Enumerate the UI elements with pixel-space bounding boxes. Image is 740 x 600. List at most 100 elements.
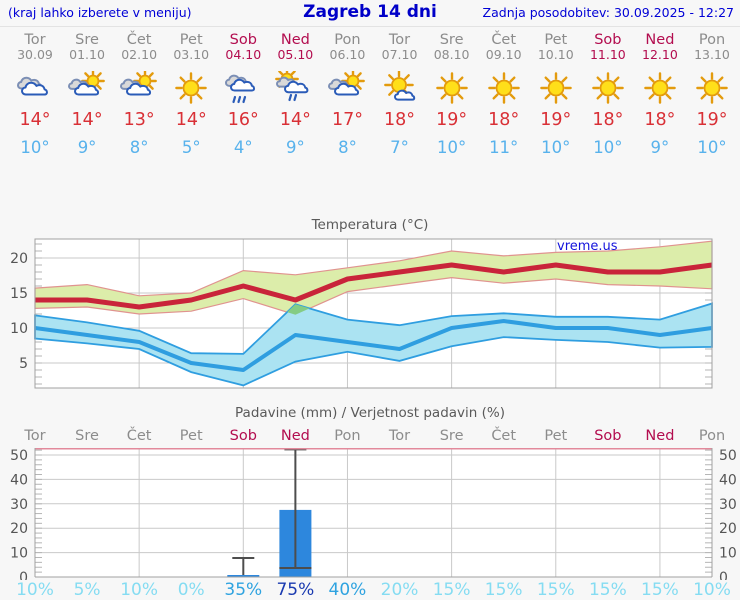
weather-icon-sunny (633, 71, 686, 107)
svg-text:5: 5 (19, 356, 28, 372)
watermark-link[interactable]: vreme.us (557, 239, 618, 254)
svg-text:20: 20 (10, 521, 28, 537)
weather-icon-sunny (477, 71, 530, 107)
svg-text:0: 0 (19, 570, 28, 580)
day-name-label: Ned (280, 32, 310, 48)
day-date-label: 06.10 (329, 47, 366, 62)
precip-day-label: Sob (594, 428, 622, 444)
min-temperature-label: 10° (593, 138, 623, 157)
precip-probability-label: 35% (224, 580, 263, 600)
day-column: Sob 04.10 16° 4° (217, 32, 270, 157)
svg-text:15: 15 (10, 286, 28, 302)
precip-day-label: Pet (544, 428, 568, 444)
svg-text:40: 40 (10, 472, 28, 488)
weather-icon-sunny (425, 71, 478, 107)
day-column: Čet 09.10 18° 11° (477, 32, 530, 157)
weather-icon-sunny (529, 71, 582, 107)
day-name-label: Čet (126, 32, 152, 48)
day-name-label: Sre (75, 32, 99, 48)
precip-probability-label: 15% (484, 580, 523, 600)
weather-icon-cloudy (9, 71, 62, 107)
min-temperature-label: 8° (338, 138, 357, 157)
precip-day-label: Tor (388, 428, 411, 444)
max-temperature-label: 14° (19, 110, 51, 130)
weather-icon-mostly-sunny (373, 70, 426, 107)
day-column: Ned 05.10 14° 9° (269, 32, 322, 157)
page-title: Zagreb 14 dni (303, 2, 437, 22)
min-temperature-label: 8° (129, 138, 149, 157)
day-column: Pet 03.10 14° 5° (165, 32, 218, 157)
day-column: Ned 12.10 18° 9° (633, 32, 686, 157)
weather-icon-sun-rain (269, 67, 322, 107)
precip-day-label: Sre (439, 428, 464, 444)
precip-day-label: Pon (698, 428, 726, 444)
min-temperature-label: 11° (489, 138, 519, 157)
weather-icon-partly-cloudy (61, 69, 114, 107)
day-date-label: 05.10 (277, 47, 314, 62)
min-temperature-label: 4° (233, 138, 253, 157)
day-column: Čet 02.10 13° 8° (113, 32, 166, 157)
svg-text:0: 0 (719, 570, 728, 580)
day-date-label: 11.10 (589, 47, 626, 62)
precip-probability-label: 15% (641, 580, 679, 600)
day-date-label: 01.10 (69, 47, 105, 62)
min-temperature-label: 9° (77, 138, 97, 157)
weather-icon-sunny (581, 71, 634, 107)
max-temperature-label: 14° (175, 110, 207, 130)
precip-probability-label: 10% (693, 580, 731, 600)
day-column: Tor 07.10 18° 7° (373, 32, 426, 157)
weather-icon-partly-cloudy (321, 69, 374, 107)
day-column: Pet 10.10 19° 10° (529, 32, 582, 157)
day-name-label: Čet (491, 32, 517, 48)
precip-day-label: Tor (24, 428, 46, 444)
day-name-label: Sob (594, 32, 622, 48)
day-name-label: Ned (645, 32, 675, 48)
precip-probability-label: 20% (380, 580, 419, 600)
precip-probability-label: 15% (588, 580, 627, 600)
max-temperature-label: 19° (436, 110, 468, 130)
precipitation-chart-title: Padavine (mm) / Verjetnost padavin (%) (235, 405, 505, 421)
day-column: Pon 13.10 19° 10° (686, 32, 739, 157)
day-date-label: 10.10 (537, 47, 574, 62)
weather-icon-sunny (165, 71, 218, 107)
temperature-chart-title: Temperatura (°C) (311, 217, 429, 233)
min-temperature-label: 9° (650, 138, 670, 157)
max-temperature-label: 16° (227, 110, 259, 130)
min-temperature-label: 7° (390, 138, 409, 157)
day-name-label: Pon (334, 32, 361, 48)
band-overlap-region (287, 304, 310, 315)
min-temperature-label: 10° (436, 138, 467, 157)
day-name-label: Tor (388, 32, 411, 48)
svg-text:50: 50 (10, 448, 28, 464)
max-temperature-label: 17° (331, 110, 363, 130)
last-update-label: Zadnja posodobitev: 30.09.2025 - 12:27 (482, 5, 734, 20)
precip-day-label: Ned (645, 428, 675, 444)
min-temperature-label: 5° (181, 138, 201, 157)
max-temperature-label: 18° (488, 110, 520, 130)
max-temperature-label: 19° (696, 110, 728, 130)
weather-icon-rain (217, 71, 270, 107)
temperature-chart: 5 10 15 20 (0, 214, 740, 404)
max-temperature-label: 19° (540, 110, 572, 130)
day-column: Sre 08.10 19° 10° (425, 32, 478, 157)
svg-text:50: 50 (719, 448, 737, 464)
day-name-label: Sob (229, 32, 257, 48)
day-column: Sob 11.10 18° 10° (581, 32, 634, 157)
weather-icon-partly-cloudy (113, 69, 166, 107)
precip-day-label: Sob (229, 428, 257, 444)
min-temperature-label: 10° (541, 138, 571, 157)
day-name-label: Tor (24, 32, 46, 48)
svg-text:40: 40 (719, 472, 737, 488)
day-column: Sre 01.10 14° 9° (61, 32, 114, 157)
day-date-label: 12.10 (642, 47, 678, 62)
max-temperature-label: 18° (384, 110, 416, 130)
precip-probability-label: 15% (432, 580, 471, 600)
max-temperature-label: 14° (279, 110, 311, 130)
precip-day-label: Pon (334, 428, 361, 444)
svg-text:20: 20 (719, 521, 737, 537)
min-temperature-label: 9° (286, 138, 305, 157)
weather-icon-sunny (686, 71, 739, 107)
max-temperature-label: 18° (592, 110, 624, 130)
max-temperature-label: 13° (123, 110, 155, 130)
